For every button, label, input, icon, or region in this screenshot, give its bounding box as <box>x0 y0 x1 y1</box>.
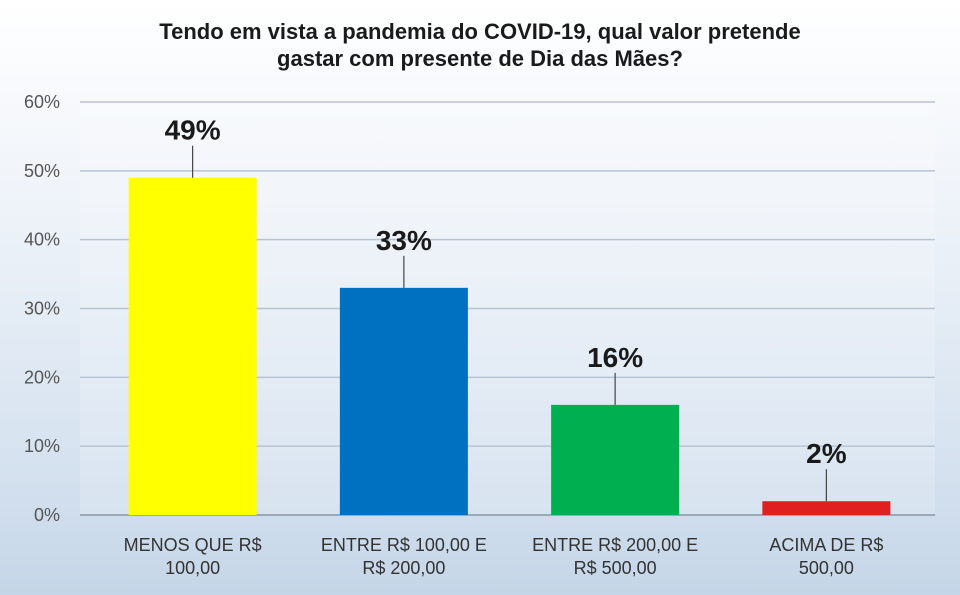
bar <box>339 287 468 515</box>
data-label: 33% <box>376 225 432 256</box>
bar <box>762 501 891 515</box>
y-tick-label: 20% <box>24 367 60 387</box>
data-label: 16% <box>587 342 643 373</box>
chart-title: Tendo em vista a pandemia do COVID-19, q… <box>60 18 900 72</box>
chart-title-line-1: Tendo em vista a pandemia do COVID-19, q… <box>159 19 801 44</box>
x-tick-label: ENTRE R$ 100,00 E <box>321 535 487 555</box>
x-tick-label: 100,00 <box>165 558 220 578</box>
y-tick-label: 10% <box>24 436 60 456</box>
x-tick-label: R$ 200,00 <box>362 558 445 578</box>
y-tick-label: 0% <box>34 505 60 525</box>
x-tick-label: ACIMA DE R$ <box>769 535 883 555</box>
chart-title-line-2: gastar com presente de Dia das Mães? <box>277 46 683 71</box>
x-tick-label: MENOS QUE R$ <box>124 535 262 555</box>
y-tick-label: 60% <box>24 92 60 112</box>
bar <box>551 404 680 515</box>
y-tick-label: 40% <box>24 230 60 250</box>
x-tick-label: ENTRE R$ 200,00 E <box>532 535 698 555</box>
y-tick-label: 50% <box>24 161 60 181</box>
y-tick-label: 30% <box>24 299 60 319</box>
x-tick-label: R$ 500,00 <box>574 558 657 578</box>
bar <box>128 177 257 515</box>
x-tick-label: 500,00 <box>799 558 854 578</box>
data-label: 2% <box>806 438 847 469</box>
data-label: 49% <box>165 115 221 146</box>
